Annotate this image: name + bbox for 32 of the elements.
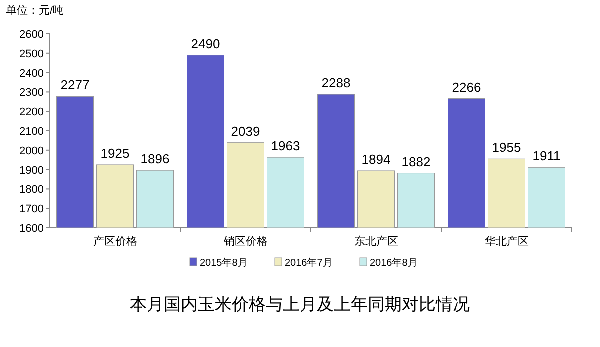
- data-label: 1896: [140, 152, 170, 167]
- data-label: 2490: [191, 36, 220, 52]
- text: 本月国内玉米价格与上月及上年同期对比情况: [130, 295, 470, 314]
- data-label: 2039: [231, 124, 260, 139]
- legend-label: 2016年7月: [285, 257, 333, 269]
- data-label: 1925: [100, 146, 130, 161]
- y-tick-label: 2100: [20, 126, 44, 138]
- x-tick-label: 销区价格: [222, 236, 268, 248]
- x-tick-label: 产区价格: [93, 235, 138, 248]
- y-tick-label: 2000: [20, 145, 44, 158]
- data-label: 1894: [362, 152, 391, 167]
- legend-label: 2015年8月: [200, 257, 248, 269]
- y-tick-label: 1700: [20, 204, 44, 216]
- data-label: 1911: [532, 148, 561, 164]
- legend-label: 2016年8月: [370, 257, 418, 269]
- data-label: 1963: [271, 138, 300, 154]
- y-tick-label: 1600: [20, 223, 44, 235]
- y-tick-label: 2200: [20, 106, 44, 119]
- y-tick-label: 2600: [20, 29, 44, 41]
- x-tick-label: 华北产区: [484, 235, 529, 248]
- x-tick-label: 东北产区: [354, 235, 398, 248]
- y-tick-label: 2400: [20, 68, 44, 80]
- data-label: 1955: [492, 140, 522, 156]
- data-label: 2266: [452, 80, 482, 95]
- data-label: 2277: [60, 78, 90, 93]
- y-tick-label: 2500: [20, 48, 44, 60]
- y-tick-label: 1800: [20, 184, 44, 196]
- y-tick-label: 1900: [20, 164, 44, 177]
- data-label: 1882: [402, 154, 431, 170]
- data-label: 2288: [322, 76, 351, 91]
- y-tick-label: 2300: [20, 87, 44, 100]
- y-axis-title: 单位：元/吨: [6, 4, 64, 17]
